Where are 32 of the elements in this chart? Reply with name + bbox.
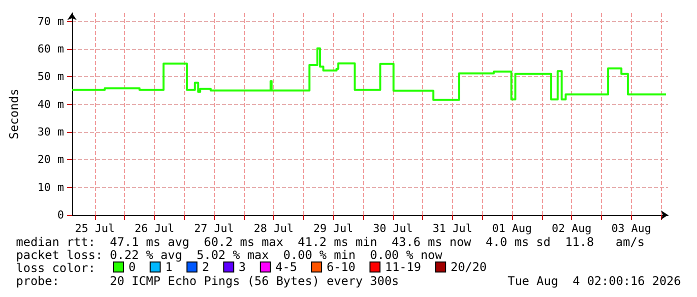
text: Tue Aug 4 02:00:16 2026 <box>508 274 681 288</box>
text: packet loss: 0.22 % avg 5.02 % max 0.00 % min 0.00 % now <box>16 248 444 262</box>
legend-label: 0 <box>128 260 136 274</box>
legend-label: 6-10 <box>326 260 356 274</box>
y-tick-label: 20 m <box>38 153 64 166</box>
legend-label: 2 <box>202 260 210 274</box>
y-tick-label: 30 m <box>38 125 64 138</box>
text: median rtt: 47.1 ms avg 60.2 ms max 41.2 ms min 43.6 ms now 4.0 ms sd 11.8 am/s <box>16 235 645 249</box>
x-tick-label: 31 Jul <box>432 222 472 235</box>
y-tick-label: 10 m <box>38 180 64 194</box>
legend-label: 1 <box>165 260 172 274</box>
x-tick-label: 26 Jul <box>134 222 174 235</box>
legend-label: 3 <box>238 260 246 274</box>
y-tick-label: 40 m <box>38 98 64 111</box>
x-tick-label: 27 Jul <box>194 222 234 235</box>
legend-label: 20/20 <box>450 260 487 274</box>
y-tick-label: 60 m <box>38 42 64 56</box>
legend-label: 4-5 <box>275 260 298 274</box>
x-tick-label: 01 Aug <box>492 222 532 235</box>
x-tick-label: 25 Jul <box>74 222 115 235</box>
x-tick-label: 29 Jul <box>313 222 354 235</box>
x-tick-label: 03 Aug <box>611 222 652 235</box>
y-axis-title: Seconds <box>7 88 21 140</box>
y-tick-label: 50 m <box>38 70 64 84</box>
legend-title: loss color: <box>16 261 96 275</box>
x-tick-label: 02 Aug <box>552 222 592 235</box>
x-tick-label: 28 Jul <box>254 222 294 235</box>
y-tick-label: 70 m <box>38 14 64 28</box>
y-tick-label: 0 <box>57 208 64 222</box>
legend-label: 11-19 <box>384 260 422 274</box>
x-tick-label: 30 Jul <box>372 222 413 235</box>
text: probe: 20 ICMP Echo Pings (56 Bytes) every 300s <box>16 274 399 288</box>
